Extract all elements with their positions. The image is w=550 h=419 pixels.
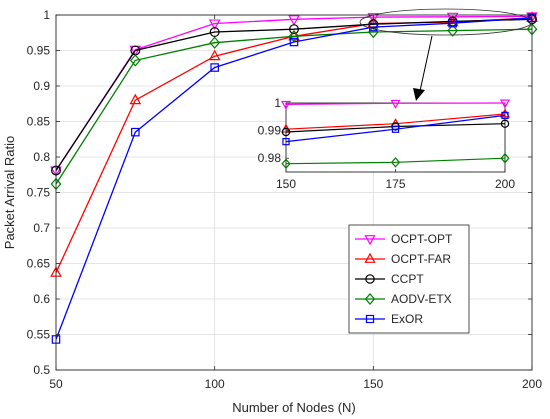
legend-marker [364,235,376,246]
inset-data-point [499,108,511,118]
data-point [210,63,219,72]
y-tick-label: 0.65 [27,257,51,271]
x-axis-label: Number of Nodes (N) [232,400,356,415]
data-point [368,19,379,30]
legend-label: ExOR [391,312,423,326]
inset-series-line [285,102,506,105]
legend-label: AODV-ETX [391,292,452,306]
data-point [129,54,141,67]
inset-series-aodv-etx [281,152,510,170]
data-point [209,27,220,38]
axis-ticks: 50 100 150 200 0.5 0.55 0.6 0.65 0.7 0.75 0.8 0.85 0… [27,8,543,391]
data-point [289,37,299,47]
zoom-ellipse [359,8,533,36]
data-point [129,93,142,105]
inset-x-tick-label: 200 [495,177,515,191]
inset-data-point [282,138,290,146]
y-tick-label: 1 [43,8,50,22]
y-tick-label: 0.55 [27,328,51,342]
zoom-arrow-line [419,35,433,92]
data-point [288,15,300,26]
legend-entry: AODV-ETX [355,292,452,306]
inset-data-point [281,127,291,137]
inset-data-point [390,99,401,109]
data-point [289,24,299,35]
series-line [55,18,533,171]
legend-marker [364,252,376,263]
series-exor [51,13,537,344]
legend-marker [365,314,375,324]
x-tick-label: 50 [49,377,63,391]
inset-series-line [285,157,506,165]
inset-series-line [285,113,506,130]
inset-data-point [501,111,509,120]
inset-y-tick-label: 0.98 [258,151,282,165]
data-point [447,24,459,37]
legend-entry: OCPT-FAR [355,252,451,266]
series-aodv-etx [50,22,538,191]
inset-chart: 150 175 200 0.98 0.99 1 [258,96,516,191]
y-tick-label: 0.6 [33,292,50,306]
data-point [209,36,221,49]
inset-data-point [499,99,511,109]
x-tick-label: 150 [363,377,383,391]
legend-marker [365,274,375,284]
inset-series-exor [282,111,509,146]
legend: OCPT-OPT OCPT-FAR CCPT AODV-ETX ExOR [348,224,470,334]
inset-data-point [281,158,291,170]
legend-label: CCPT [391,272,424,286]
x-tick-label: 200 [522,377,542,391]
series-layer [50,11,538,344]
legend-label: OCPT-FAR [391,252,451,266]
data-point [369,22,378,32]
legend-marker [364,293,376,305]
inset-y-tick-label: 1 [274,96,281,110]
legend-label: OCPT-OPT [391,232,453,246]
zoom-indicator [359,8,533,101]
inset-x-tick-label: 150 [276,177,296,191]
inset-data-point [500,152,510,164]
y-tick-label: 0.95 [27,44,51,58]
data-point [288,29,300,41]
series-line [55,28,533,185]
inset-data-point [390,157,401,168]
legend-entry: ExOR [355,312,423,326]
zoom-arrow-head [413,88,425,101]
inset-y-tick-label: 0.99 [258,124,282,138]
inset-x-tick-label: 175 [385,177,405,191]
data-point [208,19,221,31]
legend-entry: CCPT [355,272,424,286]
inset-series-ocpt-opt [280,99,511,110]
inset-data-point [391,125,400,133]
y-tick-label: 0.5 [33,363,50,377]
y-axis-label: Packet Arrival Ratio [2,136,17,249]
legend-entry: OCPT-OPT [355,232,453,246]
data-point [448,18,457,28]
y-tick-label: 0.85 [27,115,51,129]
data-point [208,49,221,61]
y-tick-label: 0.75 [27,186,51,200]
y-tick-label: 0.7 [33,221,50,235]
data-point [131,127,140,137]
data-point [367,13,380,24]
inset-data-point [280,100,292,110]
x-tick-label: 100 [205,377,225,391]
inset-data-point [500,119,510,128]
y-tick-label: 0.8 [33,150,50,164]
series-line [55,17,533,340]
y-tick-label: 0.9 [33,79,50,93]
inset-series-line [285,114,506,143]
